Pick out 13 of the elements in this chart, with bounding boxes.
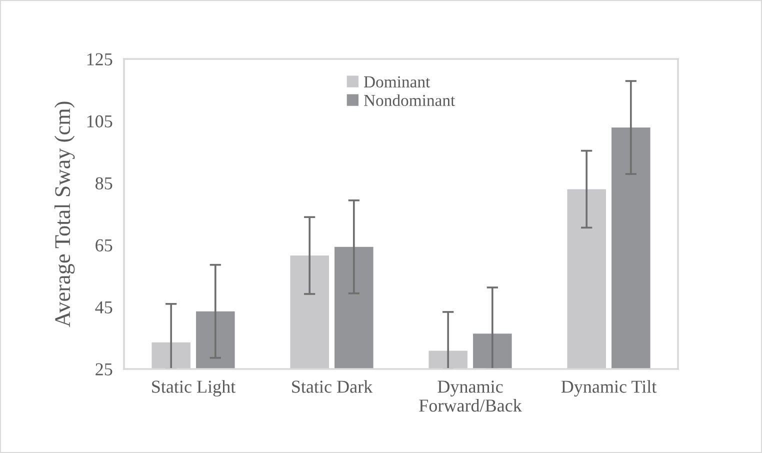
x-tick-label: Static Dark [292, 380, 373, 393]
y-tick-label: 45 [95, 301, 112, 314]
y-tick-label: 125 [87, 53, 112, 66]
y-axis-title: Average Total Sway (cm) [54, 102, 75, 328]
legend-label: Dominant [364, 76, 430, 88]
x-tick-label: Static Light [152, 380, 236, 397]
legend-label: Nondominant [364, 94, 456, 106]
x-tick-label: Dynamic Tilt [561, 380, 657, 397]
y-tick-label: 85 [96, 177, 112, 190]
x-tick-label: Dynamic Forward/Back [419, 380, 522, 412]
y-tick-label: 65 [96, 239, 112, 252]
y-tick-label: 25 [96, 363, 112, 376]
y-tick-label: 105 [87, 115, 112, 128]
